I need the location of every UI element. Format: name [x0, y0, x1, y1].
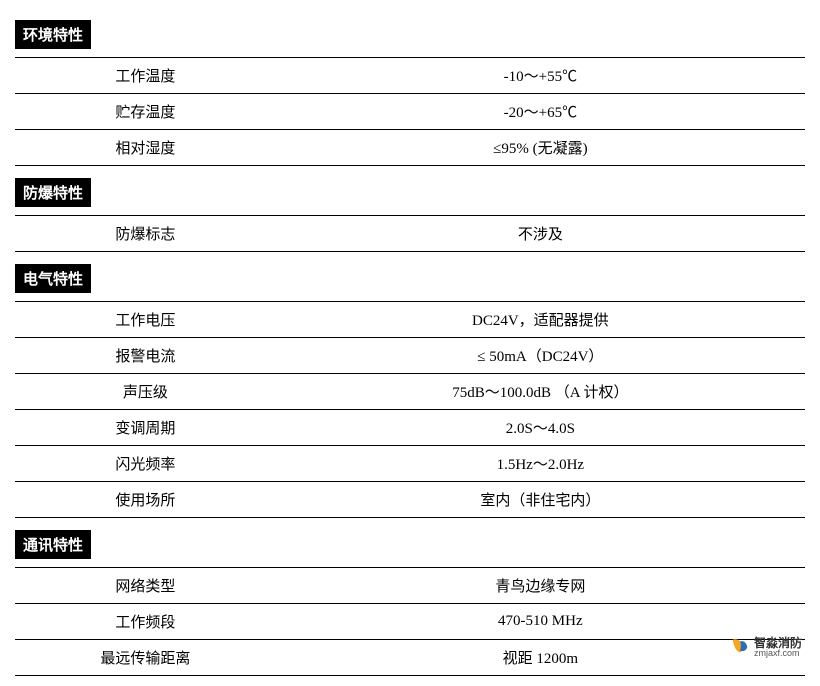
spec-value: -20～+65℃: [276, 94, 805, 130]
spec-label: 相对湿度: [15, 130, 276, 166]
watermark-brand: 智淼消防: [754, 637, 802, 649]
table-row: 贮存温度 -20～+65℃: [15, 94, 805, 130]
watermark: 智淼消防 zmjaxf.com: [729, 636, 802, 658]
watermark-url: zmjaxf.com: [754, 649, 802, 658]
spec-value: 青鸟边缘专网: [276, 568, 805, 604]
spec-value: DC24V，适配器提供: [276, 302, 805, 338]
spec-table-communication: 网络类型 青鸟边缘专网 工作频段 470-510 MHz 最远传输距离 视距 1…: [15, 567, 805, 676]
spec-value: 室内（非住宅内）: [276, 482, 805, 518]
table-row: 使用场所 室内（非住宅内）: [15, 482, 805, 518]
spec-label: 使用场所: [15, 482, 276, 518]
section-header: 防爆特性: [15, 178, 91, 207]
section-environment: 环境特性 工作温度 -10～+55℃ 贮存温度 -20～+65℃ 相对湿度 ≤9…: [15, 20, 805, 166]
table-row: 报警电流 ≤ 50mA（DC24V）: [15, 338, 805, 374]
table-row: 防爆标志 不涉及: [15, 216, 805, 252]
spec-value: 470-510 MHz: [276, 604, 805, 640]
table-row: 工作电压 DC24V，适配器提供: [15, 302, 805, 338]
spec-table-environment: 工作温度 -10～+55℃ 贮存温度 -20～+65℃ 相对湿度 ≤95% (无…: [15, 57, 805, 166]
table-row: 相对湿度 ≤95% (无凝露): [15, 130, 805, 166]
spec-label: 工作温度: [15, 58, 276, 94]
spec-table-explosion: 防爆标志 不涉及: [15, 215, 805, 252]
spec-label: 变调周期: [15, 410, 276, 446]
spec-label: 最远传输距离: [15, 640, 276, 676]
spec-value: ≤95% (无凝露): [276, 130, 805, 166]
section-electrical: 电气特性 工作电压 DC24V，适配器提供 报警电流 ≤ 50mA（DC24V）…: [15, 264, 805, 518]
spec-label: 工作电压: [15, 302, 276, 338]
section-explosion: 防爆特性 防爆标志 不涉及: [15, 178, 805, 252]
watermark-text: 智淼消防 zmjaxf.com: [754, 637, 802, 658]
spec-value: 不涉及: [276, 216, 805, 252]
table-row: 闪光频率 1.5Hz～2.0Hz: [15, 446, 805, 482]
table-row: 工作温度 -10～+55℃: [15, 58, 805, 94]
spec-label: 防爆标志: [15, 216, 276, 252]
spec-label: 声压级: [15, 374, 276, 410]
section-header: 通讯特性: [15, 530, 91, 559]
spec-table-electrical: 工作电压 DC24V，适配器提供 报警电流 ≤ 50mA（DC24V） 声压级 …: [15, 301, 805, 518]
section-communication: 通讯特性 网络类型 青鸟边缘专网 工作频段 470-510 MHz 最远传输距离…: [15, 530, 805, 676]
section-header: 环境特性: [15, 20, 91, 49]
spec-label: 工作频段: [15, 604, 276, 640]
table-row: 工作频段 470-510 MHz: [15, 604, 805, 640]
spec-label: 报警电流: [15, 338, 276, 374]
spec-label: 网络类型: [15, 568, 276, 604]
table-row: 网络类型 青鸟边缘专网: [15, 568, 805, 604]
table-row: 声压级 75dB～100.0dB （A 计权）: [15, 374, 805, 410]
section-header: 电气特性: [15, 264, 91, 293]
watermark-logo-icon: [729, 636, 751, 658]
spec-value: 视距 1200m: [276, 640, 805, 676]
spec-label: 贮存温度: [15, 94, 276, 130]
spec-label: 闪光频率: [15, 446, 276, 482]
spec-value: 1.5Hz～2.0Hz: [276, 446, 805, 482]
table-row: 变调周期 2.0S～4.0S: [15, 410, 805, 446]
table-row: 最远传输距离 视距 1200m: [15, 640, 805, 676]
spec-value: ≤ 50mA（DC24V）: [276, 338, 805, 374]
spec-value: 2.0S～4.0S: [276, 410, 805, 446]
spec-value: -10～+55℃: [276, 58, 805, 94]
spec-value: 75dB～100.0dB （A 计权）: [276, 374, 805, 410]
